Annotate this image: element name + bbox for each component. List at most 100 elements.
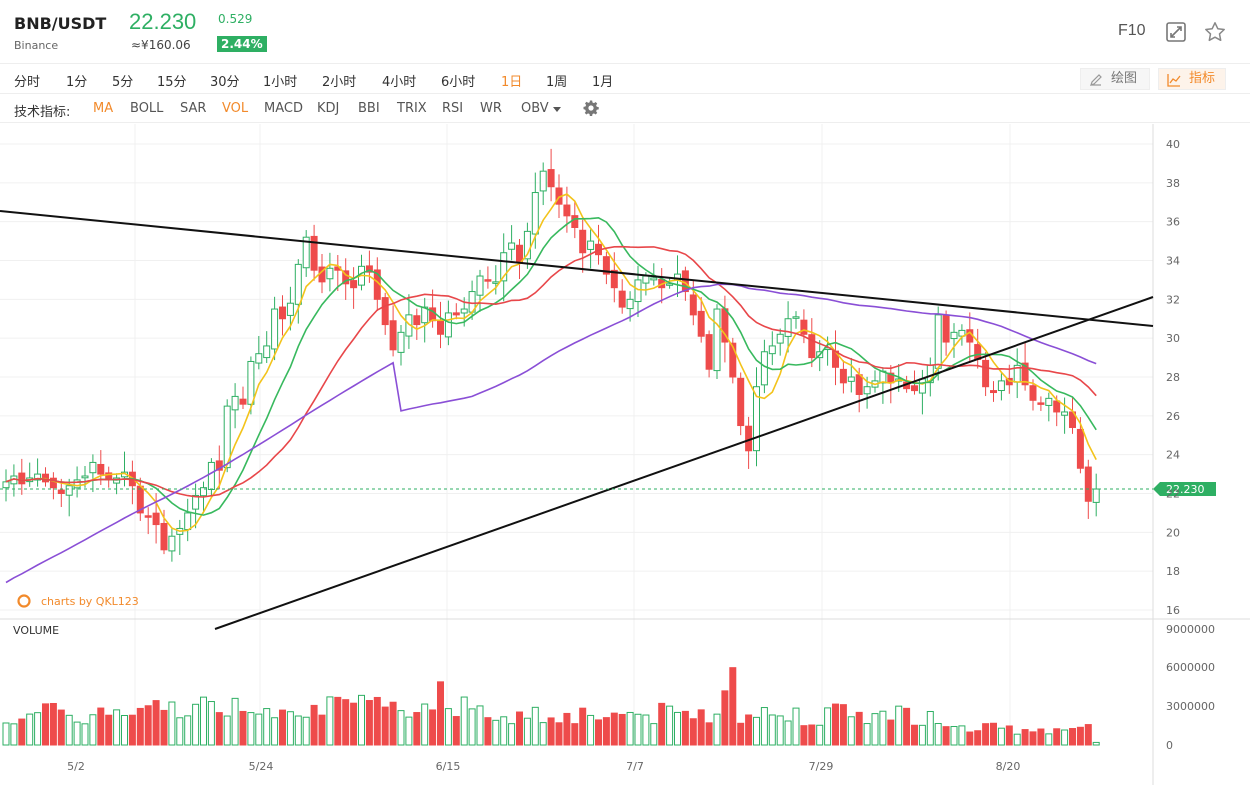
volume-bar (966, 731, 974, 746)
volume-bar (832, 703, 839, 746)
timeframe-7[interactable]: 4小时 (382, 75, 417, 90)
candle-body (705, 334, 713, 370)
price-tick: 38 (1166, 177, 1180, 190)
volume-bar (863, 723, 871, 746)
candle-body (389, 320, 397, 351)
price-cny: ≈¥160.06 (131, 38, 191, 52)
volume-bar (602, 717, 610, 746)
indicator-button[interactable]: 指标 (1158, 68, 1226, 90)
indicator-obv[interactable]: OBV (521, 101, 549, 116)
indicator-wr[interactable]: WR (480, 101, 502, 116)
volume-bar (1092, 741, 1100, 746)
candle-body (207, 461, 215, 491)
volume-bar (871, 713, 879, 746)
timeframe-6[interactable]: 2小时 (322, 75, 357, 90)
candle-body (57, 489, 65, 494)
candle-body (918, 378, 926, 394)
candle-body (97, 463, 105, 475)
candle-body (934, 314, 942, 369)
timeframe-11[interactable]: 1月 (592, 75, 614, 90)
volume-bar (563, 712, 571, 746)
fullscreen-icon[interactable] (1164, 20, 1188, 44)
timeframe-3[interactable]: 15分 (157, 75, 187, 90)
indicator-rsi[interactable]: RSI (442, 101, 464, 116)
volume-bar (200, 696, 207, 746)
candle-body (911, 385, 918, 392)
timeframe-10[interactable]: 1周 (546, 75, 568, 90)
timeframe-1[interactable]: 1分 (66, 75, 88, 90)
indicator-bbi[interactable]: BBI (358, 101, 380, 116)
indicator-macd[interactable]: MACD (264, 101, 303, 116)
indicator-sar[interactable]: SAR (180, 101, 207, 116)
volume-bar (207, 701, 215, 746)
candle-body (310, 235, 318, 271)
candle-body (200, 487, 207, 497)
indicator-vol[interactable]: VOL (222, 101, 249, 116)
indicator-button-label: 指标 (1189, 71, 1216, 86)
volume-bar (595, 719, 602, 746)
candle (168, 528, 176, 562)
candle (113, 473, 121, 495)
volume-bar (310, 704, 318, 746)
candle (207, 458, 215, 497)
volume-bar (247, 712, 255, 746)
candle (523, 222, 531, 269)
date-axis: 5/2 5/24 6/15 7/7 7/29 8/20 (67, 760, 1020, 773)
indicator-ma[interactable]: MA (93, 101, 114, 116)
volume-bar (745, 714, 753, 746)
candle (982, 352, 990, 397)
volume-bar (318, 714, 326, 746)
gear-icon[interactable] (582, 99, 600, 117)
candle (231, 383, 239, 429)
candle-body (800, 319, 808, 335)
date-tick: 5/2 (67, 760, 85, 773)
timeframe-9[interactable]: 1日 (501, 75, 523, 90)
volume-bar (997, 727, 1005, 746)
volume-bar (492, 719, 500, 746)
timeframe-0[interactable]: 分时 (14, 75, 41, 90)
volume-bar (73, 721, 81, 746)
indicator-kdj[interactable]: KDJ (317, 101, 340, 116)
volume-bar (950, 726, 958, 746)
candle (547, 148, 555, 202)
volume-bar (10, 723, 18, 746)
candle-body (89, 461, 97, 474)
f10-button[interactable]: F10 (1118, 22, 1146, 39)
candle (516, 239, 523, 279)
draw-tool-button[interactable]: 绘图 (1080, 68, 1150, 90)
price-tick: 20 (1166, 526, 1180, 539)
volume-bar (753, 716, 760, 746)
volume-bar (239, 710, 247, 746)
candle-body (784, 318, 792, 337)
timeframe-4[interactable]: 30分 (210, 75, 240, 90)
candle (18, 458, 26, 495)
timeframe-8[interactable]: 6小时 (441, 75, 476, 90)
indicator-trix[interactable]: TRIX (397, 101, 427, 116)
candle-body (1045, 397, 1053, 406)
price-tick: 32 (1166, 293, 1180, 306)
price-chart[interactable]: 22.230 40 38 36 34 32 30 28 26 24 22 20 18 16 900000… (0, 124, 1250, 785)
volume-bar (737, 722, 745, 746)
candle (421, 297, 429, 343)
candle (887, 365, 895, 404)
line-chart-icon (1167, 74, 1181, 87)
candle (674, 255, 681, 297)
candle (839, 360, 847, 394)
chevron-down-icon[interactable] (553, 107, 561, 112)
volume-bar (547, 717, 555, 746)
volume-tick: 0 (1166, 739, 1173, 752)
volume-bar (476, 705, 484, 746)
volume-bar (105, 714, 113, 746)
candle-body (650, 277, 658, 281)
candle (255, 336, 263, 370)
timeframe-2[interactable]: 5分 (112, 75, 134, 90)
favorite-star-icon[interactable] (1203, 20, 1227, 44)
volume-bar (121, 714, 128, 746)
volume-bar (523, 717, 531, 746)
volume-bar (847, 716, 855, 746)
volume-bar (942, 726, 950, 746)
indicator-boll[interactable]: BOLL (130, 101, 164, 116)
candle-body (381, 297, 389, 326)
price-tick: 30 (1166, 332, 1180, 345)
timeframe-5[interactable]: 1小时 (263, 75, 298, 90)
